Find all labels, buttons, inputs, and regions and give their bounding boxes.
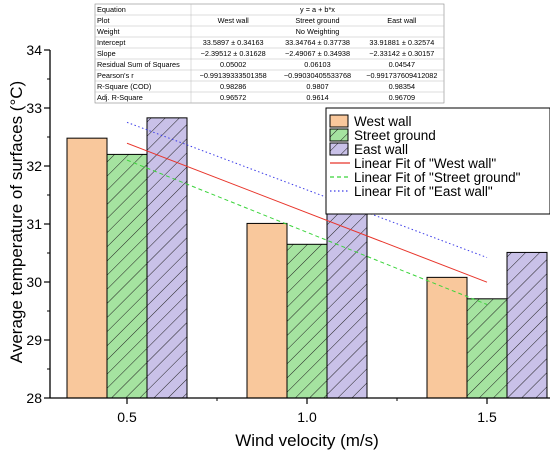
table-cell: West wall — [218, 16, 249, 25]
table-row-label: Weight — [97, 27, 120, 36]
table-cell: 0.04547 — [389, 60, 415, 69]
table-cell: −2.33142 ± 0.30157 — [369, 49, 434, 58]
table-row-label: Plot — [97, 16, 110, 25]
y-axis-title: Average temperature of surfaces (°C) — [7, 81, 26, 363]
x-tick-label-0.5: 0.5 — [117, 409, 137, 425]
y-tick-label-30: 30 — [26, 274, 42, 290]
plot-area: 28 29 30 31 32 33 34 0.5 1.0 1.5 — [26, 42, 550, 425]
legend-label-east-wall: East wall — [354, 142, 408, 157]
y-tick-label-32: 32 — [26, 158, 42, 174]
y-tick-label-28: 28 — [26, 390, 42, 406]
table-row-label: Intercept — [97, 38, 125, 47]
table-cell: −0.99139333501358 — [200, 71, 267, 80]
table-cell: 0.98286 — [220, 82, 246, 91]
legend-fit-label-2: Linear Fit of "East wall" — [354, 184, 493, 199]
table-cell: 0.96709 — [389, 93, 415, 102]
table-cell: 33.91881 ± 0.32574 — [369, 38, 434, 47]
table-cell: −0.99030405533768 — [284, 71, 351, 80]
legend-swatch-east-wall — [329, 142, 349, 156]
table-row-label: Pearson's r — [97, 71, 134, 80]
table-cell: 0.9614 — [306, 93, 328, 102]
table-cell: 0.96572 — [220, 93, 246, 102]
legend-label-west-wall: West wall — [354, 114, 412, 129]
table-span-cell: y = a + b*x — [300, 5, 335, 14]
fit-line-0 — [126, 142, 488, 283]
fit-statistics-table: Equation y = a + b*x Plot West wall Street g… — [94, 3, 445, 104]
table-cell: Street ground — [295, 16, 339, 25]
bar-street-ground-0.5 — [106, 153, 148, 399]
table-row-label: Adj. R-Square — [97, 93, 143, 102]
legend-swatch-street-ground — [329, 128, 349, 142]
bar-east-wall-1.0 — [326, 199, 368, 399]
table-cell: 0.9807 — [306, 82, 328, 91]
bar-street-ground-1.0 — [286, 243, 328, 399]
table-cell: 0.06103 — [304, 60, 330, 69]
bar-layer — [66, 117, 548, 399]
x-tick-label-1.0: 1.0 — [297, 409, 317, 425]
x-axis-title: Wind velocity (m/s) — [235, 431, 379, 450]
table-row-label: Equation — [97, 5, 126, 14]
legend-label-street-ground: Street ground — [354, 128, 436, 143]
bar-west-wall-0.5 — [66, 137, 108, 399]
y-tick-label-31: 31 — [26, 216, 42, 232]
table-frame — [94, 3, 445, 104]
table-span-cell: No Weighting — [296, 27, 340, 36]
table-row-label: Slope — [97, 49, 116, 58]
fit-line-1 — [126, 159, 488, 305]
bar-west-wall-1.0 — [246, 222, 288, 399]
legend-fit-label-1: Linear Fit of "Street ground" — [354, 170, 521, 185]
table-cell: 33.34764 ± 0.37738 — [285, 38, 350, 47]
table-cell: 33.5897 ± 0.34163 — [203, 38, 264, 47]
table-cell: −2.49067 ± 0.34938 — [285, 49, 350, 58]
bar-west-wall-1.5 — [426, 276, 468, 399]
table-cell: −0.99173760941208​2 — [366, 71, 437, 80]
table-row-label: R-Square (COD) — [97, 82, 151, 91]
bar-street-ground-1.5 — [466, 298, 508, 399]
bar-east-wall-0.5 — [146, 117, 188, 399]
x-tick-label-1.5: 1.5 — [477, 409, 497, 425]
legend-swatch-west-wall — [329, 114, 349, 128]
table-cell: −2.39512 ± 0.31628 — [201, 49, 266, 58]
table-cell: 0.05002 — [220, 60, 246, 69]
y-tick-label-29: 29 — [26, 332, 42, 348]
y-tick-label-33: 33 — [26, 100, 42, 116]
axes: 28 29 30 31 32 33 34 0.5 1.0 1.5 — [26, 42, 550, 425]
bar-east-wall-1.5 — [506, 251, 548, 399]
legend-box — [325, 107, 550, 215]
fit-line-2 — [126, 121, 488, 259]
table-cell: East wall — [387, 16, 417, 25]
table-cell: 0.98354 — [389, 82, 415, 91]
legend-fit-label-0: Linear Fit of "West wall" — [354, 156, 496, 171]
table-row-label: Residual Sum of Squares — [97, 60, 180, 69]
y-tick-label-34: 34 — [26, 42, 42, 58]
fit-line-layer — [126, 121, 488, 305]
